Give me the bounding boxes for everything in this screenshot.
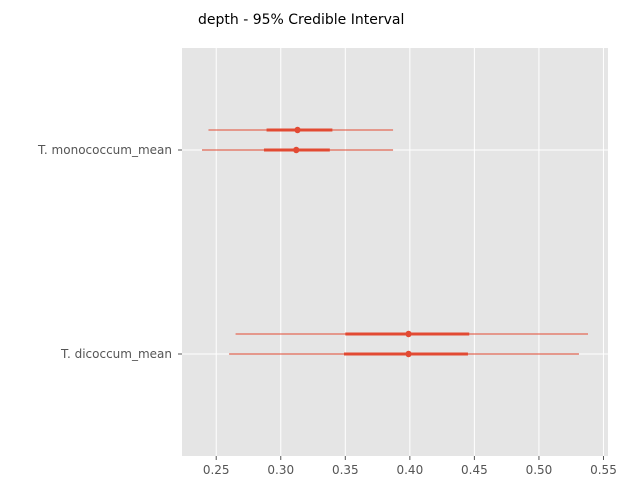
x-axis: 0.25 0.30 0.35 0.40 0.45 0.50 0.55 <box>203 456 617 477</box>
y-tick-label: T. monococcum_mean <box>37 143 172 157</box>
x-tick-label: 0.50 <box>526 463 553 477</box>
mean-point <box>293 146 300 154</box>
mean-point <box>294 126 301 134</box>
mean-point <box>405 330 412 338</box>
x-tick-label: 0.25 <box>203 463 230 477</box>
x-tick-label: 0.45 <box>461 463 488 477</box>
x-tick-label: 0.40 <box>396 463 423 477</box>
x-tick-label: 0.55 <box>590 463 617 477</box>
x-tick-label: 0.30 <box>267 463 294 477</box>
mean-point <box>405 350 412 358</box>
x-tick-label: 0.35 <box>332 463 359 477</box>
interval-marks <box>202 126 588 358</box>
chart-title: depth - 95% Credible Interval <box>198 12 404 28</box>
y-tick-label: T. dicoccum_mean <box>60 347 172 361</box>
plot-area <box>182 48 608 456</box>
y-axis: T. monococcum_mean T. dicoccum_mean <box>37 143 182 361</box>
